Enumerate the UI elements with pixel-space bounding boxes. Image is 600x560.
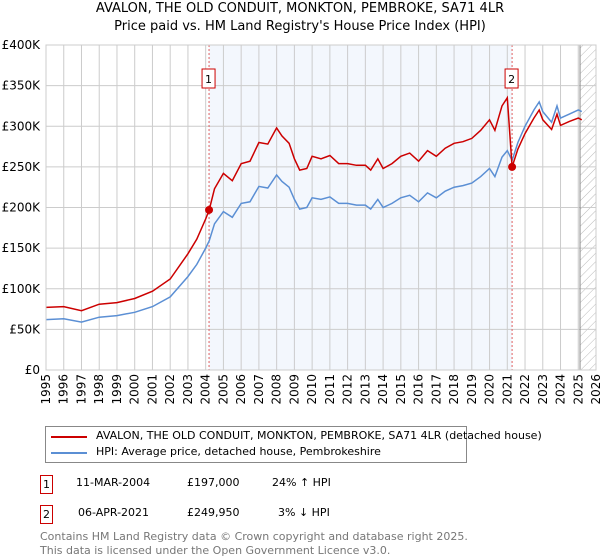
x-tick-label: 2000 bbox=[128, 374, 142, 405]
x-tick-label: 2019 bbox=[465, 374, 479, 405]
x-tick-label: 2014 bbox=[376, 374, 390, 405]
chart-title: AVALON, THE OLD CONDUIT, MONKTON, PEMBRO… bbox=[95, 1, 505, 16]
x-tick-label: 2022 bbox=[518, 374, 532, 405]
x-tick-label: 2024 bbox=[554, 374, 568, 405]
x-tick-label: 1998 bbox=[92, 374, 106, 405]
y-tick-label: £250K bbox=[2, 160, 42, 174]
x-tick-label: 2003 bbox=[181, 374, 195, 405]
x-tick-label: 2005 bbox=[216, 374, 230, 405]
y-tick-label: £50K bbox=[9, 322, 41, 336]
y-tick-label: £200K bbox=[2, 201, 42, 215]
chart-subtitle: Price paid vs. HM Land Registry's House … bbox=[114, 19, 486, 34]
hpi-line bbox=[45, 100, 583, 323]
x-tick-label: 2025 bbox=[571, 374, 585, 405]
sale-hpi-diff: 24% ↑ HPI bbox=[272, 476, 331, 489]
x-tick-label: 2009 bbox=[287, 374, 301, 405]
sale-point bbox=[508, 162, 517, 171]
sale-marker-label: 2 bbox=[508, 73, 515, 86]
x-tick-label: 1997 bbox=[74, 374, 88, 405]
x-tick-label: 2013 bbox=[358, 374, 372, 405]
legend-swatch-price bbox=[51, 436, 87, 438]
sale-point bbox=[205, 205, 214, 214]
x-tick-label: 2023 bbox=[536, 374, 550, 405]
footer-licence: This data is licensed under the Open Gov… bbox=[40, 544, 391, 557]
x-tick-label: 2007 bbox=[252, 374, 266, 405]
y-tick-label: £0 bbox=[25, 363, 40, 377]
y-tick-label: £150K bbox=[2, 241, 42, 255]
legend-swatch-hpi bbox=[51, 452, 87, 454]
x-tick-label: 2004 bbox=[199, 374, 213, 405]
sale-marker-box bbox=[504, 68, 519, 89]
x-tick-label: 2017 bbox=[429, 374, 443, 405]
price-chart: 1995 1996 1997 1998 1999 2000 2001 2002 2003 2004… bbox=[2, 38, 600, 405]
x-tick-label: 2001 bbox=[145, 374, 159, 405]
sale-marker-box bbox=[201, 68, 216, 89]
sale-marker-label: 1 bbox=[205, 73, 212, 86]
sale-date: 11-MAR-2004 bbox=[76, 476, 151, 489]
footer-copyright: Contains HM Land Registry data © Crown c… bbox=[40, 530, 468, 543]
x-tick-label: 2002 bbox=[163, 374, 177, 405]
plot-frame bbox=[45, 44, 597, 371]
x-tick-label: 1996 bbox=[57, 374, 71, 405]
sale-marker-badge: 1 bbox=[40, 475, 53, 494]
x-tick-label: 2018 bbox=[447, 374, 461, 405]
x-tick-label: 2010 bbox=[305, 374, 319, 405]
x-tick-label: 2016 bbox=[412, 374, 426, 405]
legend-label-hpi: HPI: Average price, detached house, Pemb… bbox=[96, 445, 381, 458]
x-tick-label: 1999 bbox=[110, 374, 124, 405]
x-tick-label: 2020 bbox=[483, 374, 497, 405]
x-tick-label: 2015 bbox=[394, 374, 408, 405]
y-tick-label: £300K bbox=[2, 119, 42, 133]
y-tick-label: £100K bbox=[2, 282, 42, 296]
y-tick-label: £350K bbox=[2, 79, 42, 93]
x-tick-label: 2021 bbox=[500, 374, 514, 405]
sale-price: £197,000 bbox=[187, 476, 240, 489]
x-tick-label: 2011 bbox=[323, 374, 337, 405]
sale-marker-badge: 2 bbox=[40, 505, 53, 524]
x-tick-label: 2008 bbox=[270, 374, 284, 405]
x-tick-label: 2026 bbox=[589, 374, 600, 405]
x-tick-label: 2006 bbox=[234, 374, 248, 405]
y-tick-label: £400K bbox=[2, 38, 42, 52]
price-paid-line bbox=[45, 95, 583, 312]
sale-date: 06-APR-2021 bbox=[78, 506, 150, 519]
sale-hpi-diff: 3% ↓ HPI bbox=[278, 506, 330, 519]
sale-price: £249,950 bbox=[187, 506, 240, 519]
legend-label-price: AVALON, THE OLD CONDUIT, MONKTON, PEMBRO… bbox=[96, 429, 542, 442]
x-tick-label: 2012 bbox=[341, 374, 355, 405]
legend: AVALON, THE OLD CONDUIT, MONKTON, PEMBRO… bbox=[45, 426, 542, 463]
x-tick-label: 1995 bbox=[39, 374, 53, 405]
